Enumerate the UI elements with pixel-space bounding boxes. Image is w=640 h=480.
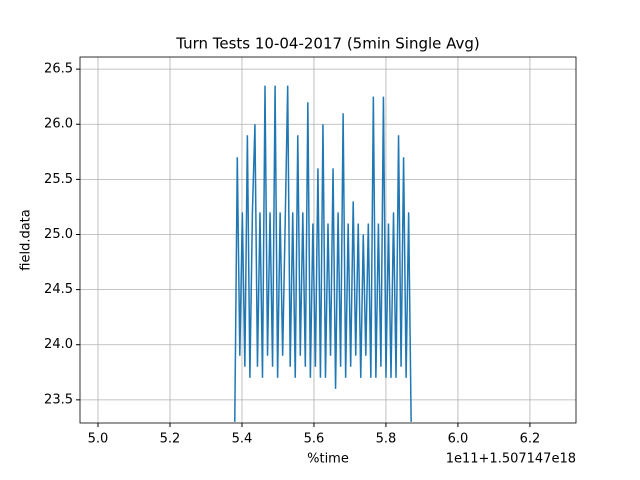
chart-title: Turn Tests 10-04-2017 (5min Single Avg) — [175, 35, 480, 53]
x-tick-label: 6.2 — [520, 432, 541, 447]
y-tick-label: 26.5 — [44, 62, 73, 77]
x-tick-label: 6.0 — [448, 432, 469, 447]
y-tick-label: 26.0 — [44, 117, 73, 132]
y-axis-label: field.data — [19, 209, 34, 270]
x-tick-label: 5.0 — [88, 432, 109, 447]
y-tick-label: 23.5 — [44, 392, 73, 407]
x-tick-label: 5.4 — [232, 432, 253, 447]
y-tick-label: 24.0 — [44, 337, 73, 352]
x-tick-label: 5.8 — [376, 432, 397, 447]
x-axis-label: %time — [307, 452, 349, 467]
data-line — [234, 85, 412, 422]
y-tick-label: 25.0 — [44, 227, 73, 242]
plot-frame — [79, 56, 577, 424]
y-tick-label: 24.5 — [44, 282, 73, 297]
x-tick-label: 5.2 — [160, 432, 181, 447]
x-tick-label: 5.6 — [304, 432, 325, 447]
y-tick-label: 25.5 — [44, 172, 73, 187]
x-offset-label: 1e11+1.507147e18 — [446, 452, 576, 467]
